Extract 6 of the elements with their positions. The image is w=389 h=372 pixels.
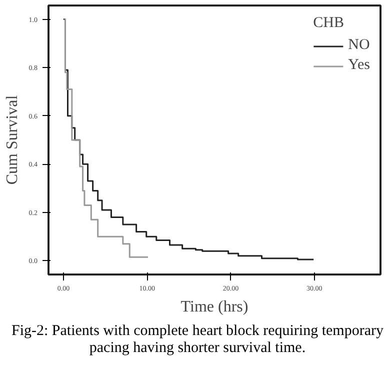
legend-title: CHB xyxy=(313,15,346,32)
text: Fig-2: Patients with complete heart block requiring temporary pacing having shorter survival time. xyxy=(10,323,384,358)
legend-label: NO xyxy=(348,37,370,54)
y-axis-title: Cum Survival xyxy=(4,94,21,185)
legend-label: Yes xyxy=(348,57,370,74)
x-axis-title: Time (hrs) xyxy=(180,298,248,316)
